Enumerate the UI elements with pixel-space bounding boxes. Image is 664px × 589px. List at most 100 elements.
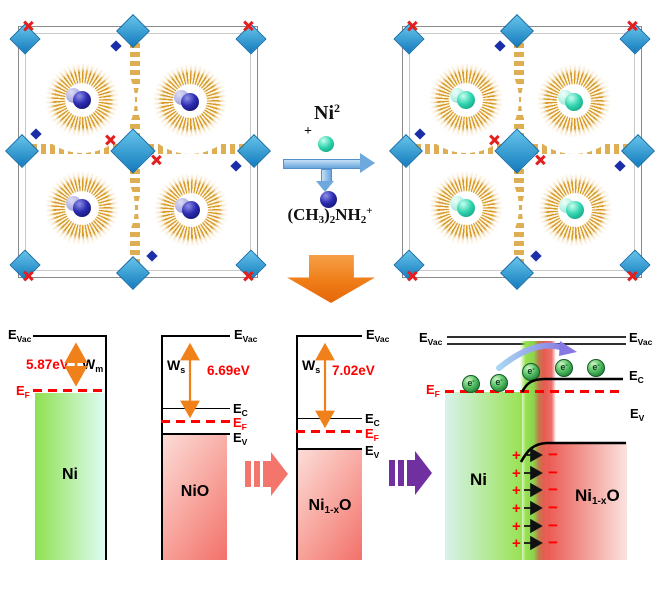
evac-label-junction-right: EVac — [629, 330, 653, 347]
junction-ni-label: Ni — [470, 470, 487, 489]
ef-label-junction: EF — [426, 382, 440, 399]
oxygen-accent-icon — [242, 270, 254, 282]
ni-ion-sphere — [457, 199, 475, 217]
ec-line-nio — [161, 408, 230, 409]
transition-arrow-1-head — [271, 452, 288, 496]
work-function-value-ni1xo: 7.02eV — [332, 363, 375, 378]
work-function-symbol-ni1xo: Ws — [302, 357, 321, 375]
surface-line-ni — [105, 335, 107, 560]
ni1xo-panel-title: Ni1-xO — [308, 497, 352, 516]
oxygen-accent-icon — [406, 20, 418, 32]
work-function-symbol-ni: Wm — [82, 356, 104, 374]
transition-arrow-2-bar — [398, 460, 404, 486]
reaction-arrow-down-head — [316, 181, 334, 192]
electron-icon: e- — [587, 359, 605, 377]
surface-line-nio — [161, 335, 163, 560]
transition-arrow-1-bar — [245, 461, 251, 487]
ec-line-ni1xo — [296, 418, 362, 419]
reaction-arrow-right-head — [360, 153, 375, 173]
ef-label-ni1xo: EF — [365, 426, 379, 443]
negative-charge: − — [548, 498, 558, 517]
ev-label-nio: EV — [233, 430, 248, 447]
oxygen-accent-icon — [22, 20, 34, 32]
dma-cation-sphere — [181, 93, 199, 111]
ec-label-nio: EC — [233, 401, 248, 418]
mof-structure-before — [5, 14, 271, 290]
positive-charge: + — [512, 500, 521, 517]
reaction-arrow-right — [283, 159, 363, 169]
evac-label-junction-left: EVac — [419, 330, 443, 347]
nio-panel-title: NiO — [180, 483, 210, 500]
electron-icon: e- — [555, 359, 573, 377]
dma-cation-label: (CH3)2NH2+ — [287, 205, 373, 226]
negative-charge: − — [548, 516, 558, 535]
junction-ni1xo-label: Ni1-xO — [575, 486, 620, 507]
ni-ion-element: Ni — [314, 102, 334, 124]
evac-label-ni: EVac — [8, 327, 32, 344]
oxygen-accent-icon — [242, 20, 254, 32]
process-arrow-down — [287, 255, 375, 303]
electron-icon: e- — [490, 374, 508, 392]
ev-label-junction: EV — [630, 406, 645, 423]
ni-ion-sphere — [565, 93, 583, 111]
junction-ni-region — [445, 392, 522, 560]
ni-panel-title: Ni — [62, 466, 78, 483]
ni-ion-charge-digit: 2 — [334, 101, 340, 115]
dma-cation-sphere — [73, 91, 91, 109]
positive-charge: + — [512, 447, 521, 464]
ni-band-box — [35, 393, 105, 560]
positive-charge: + — [512, 465, 521, 482]
mof-structure-after — [389, 14, 655, 290]
ev-line-nio — [161, 433, 230, 435]
oxygen-accent-icon — [626, 270, 638, 282]
dma-free-sphere — [320, 191, 337, 208]
oxygen-accent-icon — [534, 154, 546, 166]
work-function-symbol-nio: Ws — [167, 357, 186, 375]
evac-line-ni1xo — [296, 335, 362, 337]
oxygen-accent-icon — [22, 270, 34, 282]
work-function-value-ni: 5.87eV — [26, 357, 69, 372]
positive-charge: + — [512, 535, 521, 552]
ef-label-ni: EF — [16, 383, 30, 400]
oxygen-accent-icon — [150, 154, 162, 166]
oxygen-accent-icon — [406, 270, 418, 282]
ev-label-ni1xo: EV — [365, 443, 380, 460]
ni-ion-sphere — [457, 91, 475, 109]
evac-label-nio: EVac — [234, 327, 258, 344]
ec-label-junction: EC — [629, 368, 644, 385]
negative-charge: − — [548, 445, 558, 464]
positive-charge: + — [512, 482, 521, 499]
ni-ion-label: Ni2 — [302, 101, 352, 125]
ev-line-ni1xo — [296, 448, 362, 450]
surface-line-ni1xo — [296, 335, 298, 560]
evac-line-ni — [33, 335, 107, 337]
negative-charge: − — [548, 480, 558, 499]
transition-arrow-2-body — [407, 460, 415, 486]
transition-arrow-1-bar — [254, 461, 260, 487]
transition-arrow-2-head — [415, 451, 432, 495]
ni-ion-free-sphere — [318, 136, 334, 152]
transition-arrow-1-body — [263, 461, 271, 487]
negative-charge: − — [548, 463, 558, 482]
oxygen-accent-icon — [488, 134, 500, 146]
oxygen-accent-icon — [104, 134, 116, 146]
dma-cation-sphere — [73, 199, 91, 217]
electron-icon: e- — [462, 375, 480, 393]
negative-charge: − — [548, 533, 558, 552]
evac-line-nio — [161, 335, 230, 337]
work-function-value-nio: 6.69eV — [207, 363, 250, 378]
electron-icon: e- — [522, 363, 540, 381]
ef-label-nio: EF — [233, 415, 247, 432]
transition-arrow-2-bar — [389, 460, 395, 486]
dma-cation-sphere — [182, 201, 200, 219]
ni-ion-sphere — [566, 201, 584, 219]
ni-ion-charge-sign: + — [304, 124, 312, 139]
ec-label-ni1xo: EC — [365, 411, 380, 428]
ef-line-ni — [33, 389, 105, 392]
ni1xo-band-box — [298, 450, 362, 560]
ef-line-nio — [161, 420, 230, 423]
nio-band-box — [163, 435, 227, 560]
evac-label-ni1xo: EVac — [366, 327, 390, 344]
ef-line-ni1xo — [296, 430, 362, 433]
